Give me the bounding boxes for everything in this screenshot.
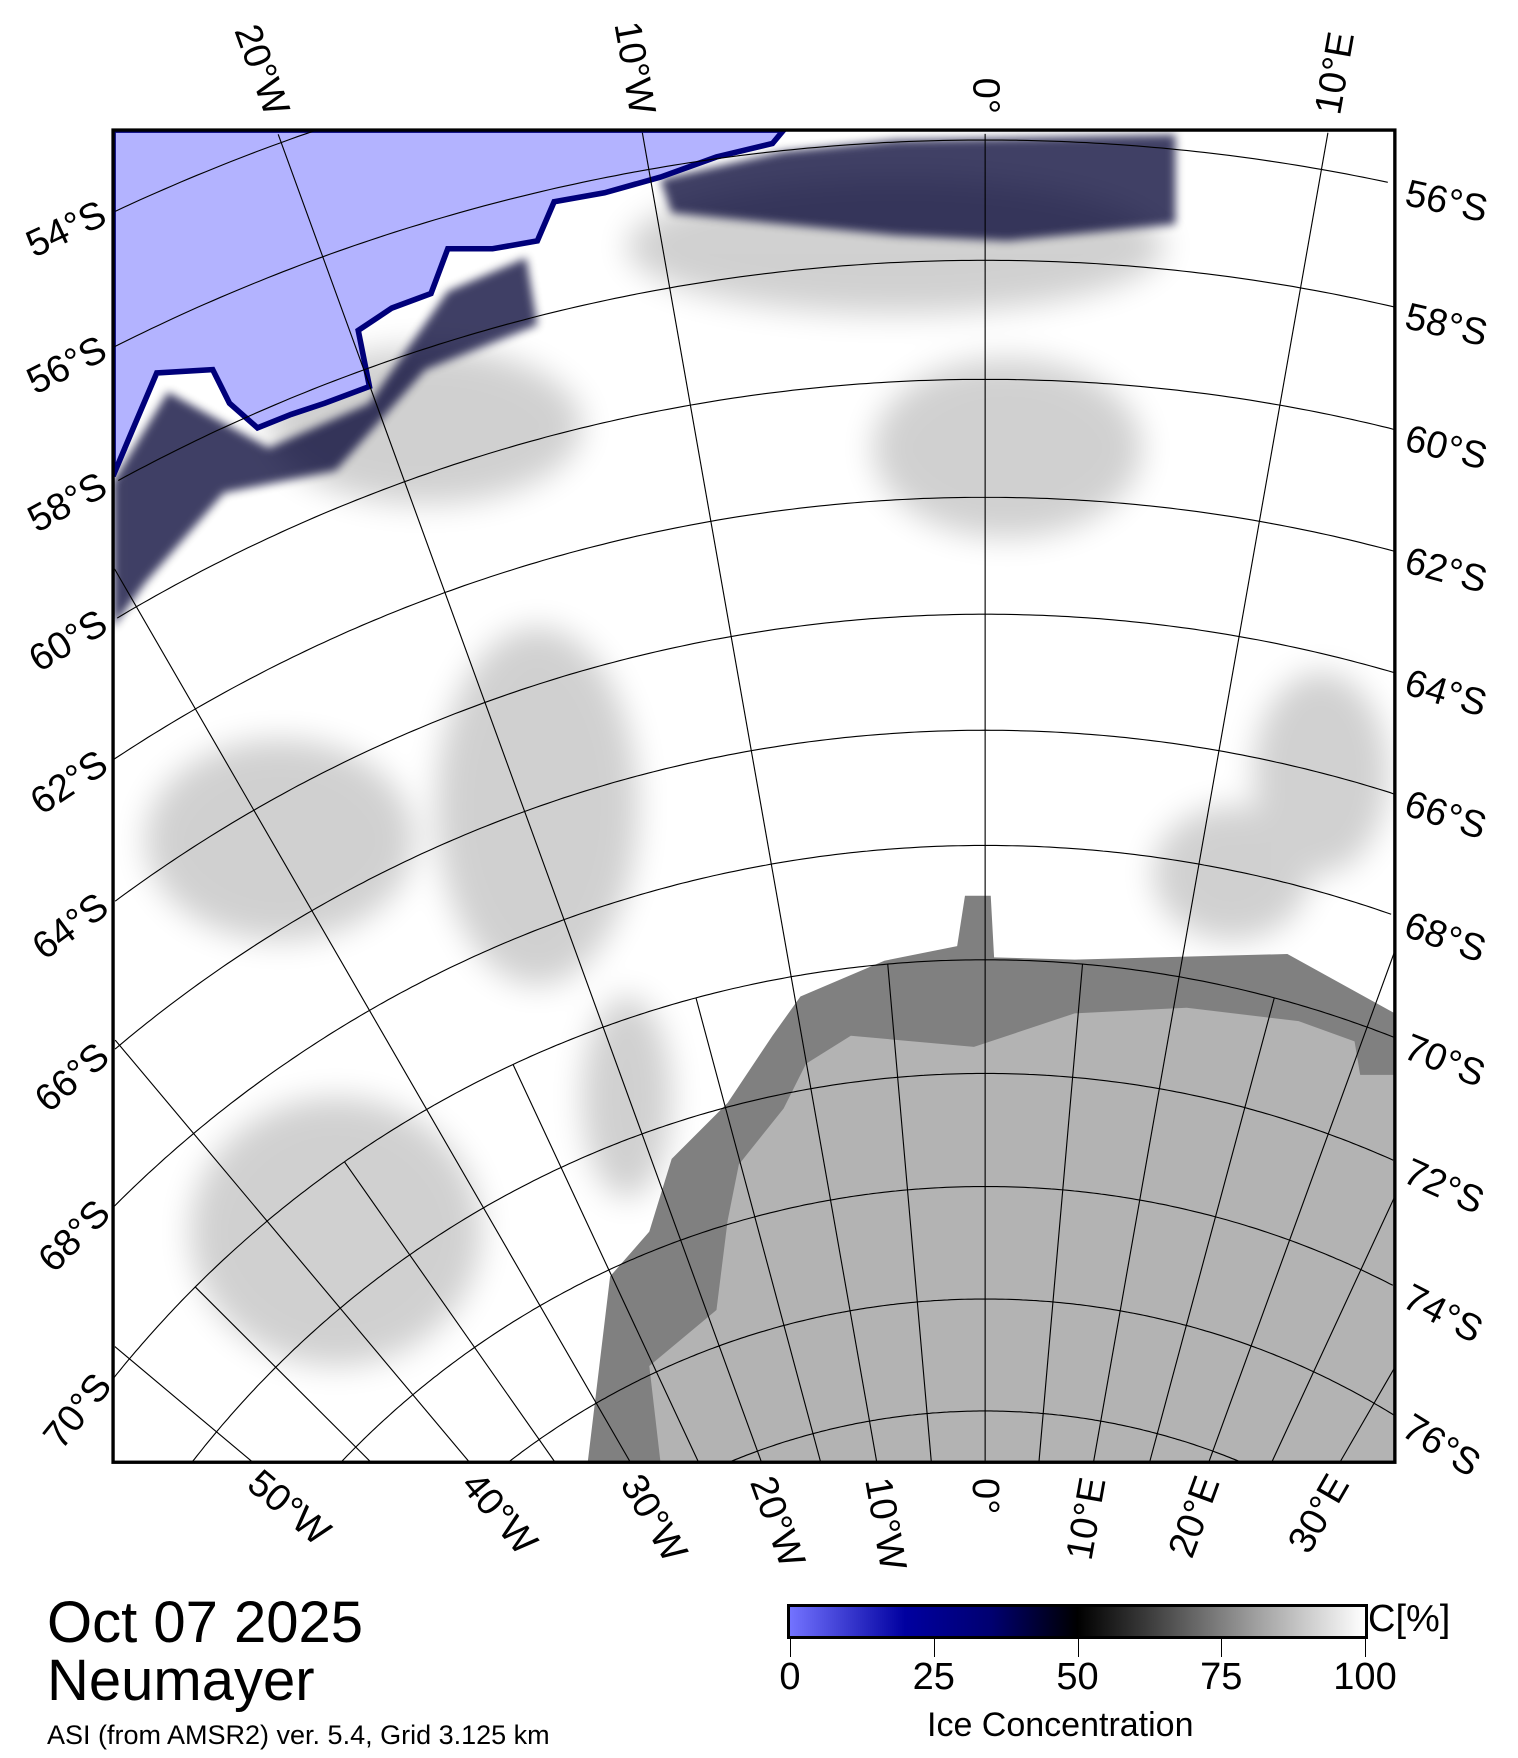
date-title: Oct 07 2025 — [47, 1590, 363, 1655]
meridian-line — [1208, 950, 1395, 1462]
graticule — [113, 130, 1395, 1463]
meridian-line — [194, 1286, 372, 1463]
colorbar-tick-label: 100 — [1333, 1656, 1397, 1698]
colorbar-tick-mark — [1221, 1637, 1223, 1657]
colorbar-tick-mark — [1365, 1637, 1366, 1657]
map-frame — [111, 128, 1397, 1464]
meridian-line — [1271, 1196, 1395, 1463]
latitude-line — [114, 613, 1395, 902]
meridian-line — [114, 1346, 252, 1462]
latitude-line — [113, 139, 1388, 348]
colorbar-tick-label: 50 — [1056, 1656, 1099, 1698]
meridian-line — [1038, 964, 1084, 1462]
meridian-line — [1339, 1368, 1395, 1463]
meridian-line — [114, 568, 631, 1463]
meridian-line — [114, 1039, 470, 1463]
open-water — [113, 130, 788, 478]
lon-label-top: 0° — [964, 77, 1007, 115]
colorbar — [787, 1604, 1368, 1639]
colorbar-tick-mark — [790, 1637, 791, 1657]
colorbar-tick-mark — [933, 1637, 935, 1657]
latitude-line — [118, 259, 1394, 481]
meridian-line — [277, 134, 762, 1462]
colorbar-unit: C[%] — [1368, 1598, 1451, 1640]
source-info: ASI (from AMSR2) ver. 5.4, Grid 3.125 km — [47, 1720, 550, 1750]
latitude-line — [114, 844, 1392, 1207]
meridian-line — [641, 132, 878, 1463]
meridian-line — [887, 964, 932, 1462]
meridian-line — [1149, 997, 1275, 1463]
latitude-line — [113, 496, 1395, 761]
meridian-line — [344, 1161, 556, 1463]
meridian-line — [1092, 132, 1329, 1463]
colorbar-tick-label: 0 — [779, 1656, 801, 1698]
meridian-line — [512, 1064, 700, 1463]
latitude-line — [113, 959, 1395, 1378]
ice-edge-dark — [113, 134, 1176, 628]
latitude-line — [116, 378, 1395, 619]
colorbar-label: Ice Concentration — [927, 1706, 1194, 1744]
latitude-line — [114, 729, 1395, 1050]
colorbar-tick-mark — [1077, 1637, 1079, 1657]
latitude-line — [508, 1298, 1395, 1463]
meridian-line — [695, 997, 822, 1463]
colorbar-tick-label: 25 — [912, 1656, 955, 1698]
latitude-line — [191, 1072, 1394, 1463]
land — [649, 1007, 1395, 1463]
colorbar-tick-label: 75 — [1200, 1656, 1243, 1698]
region-title: Neumayer — [47, 1648, 315, 1713]
lon-label-bottom: 0° — [964, 1477, 1007, 1515]
